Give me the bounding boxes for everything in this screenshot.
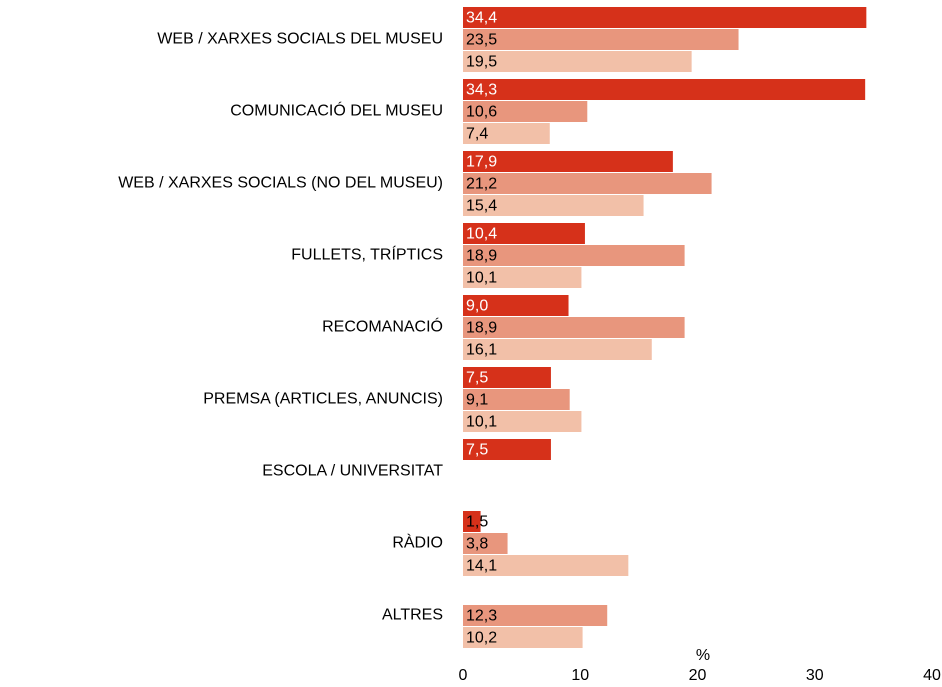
value-label: 7,4 [466, 126, 488, 143]
value-label: 1,5 [466, 514, 488, 531]
value-label: 10,1 [466, 414, 497, 431]
bar [463, 339, 652, 360]
x-tick-label: 0 [459, 667, 468, 684]
value-label: 16,1 [466, 342, 497, 359]
value-label: 7,5 [466, 442, 488, 459]
value-label: 14,1 [466, 558, 497, 575]
value-label: 15,4 [466, 198, 497, 215]
category-label: COMUNICACIÓ DEL MUSEU [230, 101, 443, 120]
x-tick-label: 40 [923, 667, 941, 684]
bar [463, 151, 673, 172]
bar [463, 123, 550, 144]
value-label: 34,4 [466, 10, 497, 27]
value-label: 10,2 [466, 630, 497, 647]
bar [463, 317, 685, 338]
bar [463, 389, 570, 410]
x-tick-label: 10 [571, 667, 589, 684]
value-label: 17,9 [466, 154, 497, 171]
bar [463, 79, 866, 100]
x-tick-label: 20 [689, 667, 707, 684]
category-label: PREMSA (ARTICLES, ANUNCIS) [203, 391, 443, 408]
category-label: WEB / XARXES SOCIALS DEL MUSEU [157, 31, 443, 48]
value-label: 19,5 [466, 54, 497, 71]
value-label: 18,9 [466, 320, 497, 337]
bar [463, 101, 588, 122]
bar [463, 29, 739, 50]
category-label: RECOMANACIÓ [322, 317, 443, 336]
value-label: 9,1 [466, 392, 488, 409]
category-label: ALTRES [382, 607, 443, 624]
value-label: 10,1 [466, 270, 497, 287]
category-label: WEB / XARXES SOCIALS (NO DEL MUSEU) [118, 175, 443, 192]
x-tick-label: 30 [806, 667, 824, 684]
bar [463, 367, 551, 388]
category-label: FULLETS, TRÍPTICS [291, 245, 443, 264]
bar [463, 195, 644, 216]
category-label: ESCOLA / UNIVERSITAT [262, 463, 443, 480]
bar [463, 7, 867, 28]
bar [463, 223, 585, 244]
value-label: 23,5 [466, 32, 497, 49]
value-label: 12,3 [466, 608, 497, 625]
bar [463, 295, 569, 316]
value-label: 9,0 [466, 298, 488, 315]
bar [463, 555, 629, 576]
bar [463, 173, 712, 194]
bar [463, 511, 481, 532]
value-label: 34,3 [466, 82, 497, 99]
bar [463, 627, 583, 648]
bar [463, 439, 551, 460]
bar [463, 267, 582, 288]
bar [463, 411, 582, 432]
value-label: 18,9 [466, 248, 497, 265]
bar [463, 51, 692, 72]
value-label: 7,5 [466, 370, 488, 387]
value-label: 10,4 [466, 226, 497, 243]
bar [463, 533, 508, 554]
x-axis-label: % [696, 647, 710, 664]
value-label: 3,8 [466, 536, 488, 553]
value-label: 10,6 [466, 104, 497, 121]
value-label: 21,2 [466, 176, 497, 193]
bar [463, 245, 685, 266]
category-label: RÀDIO [392, 533, 443, 552]
bar [463, 605, 608, 626]
